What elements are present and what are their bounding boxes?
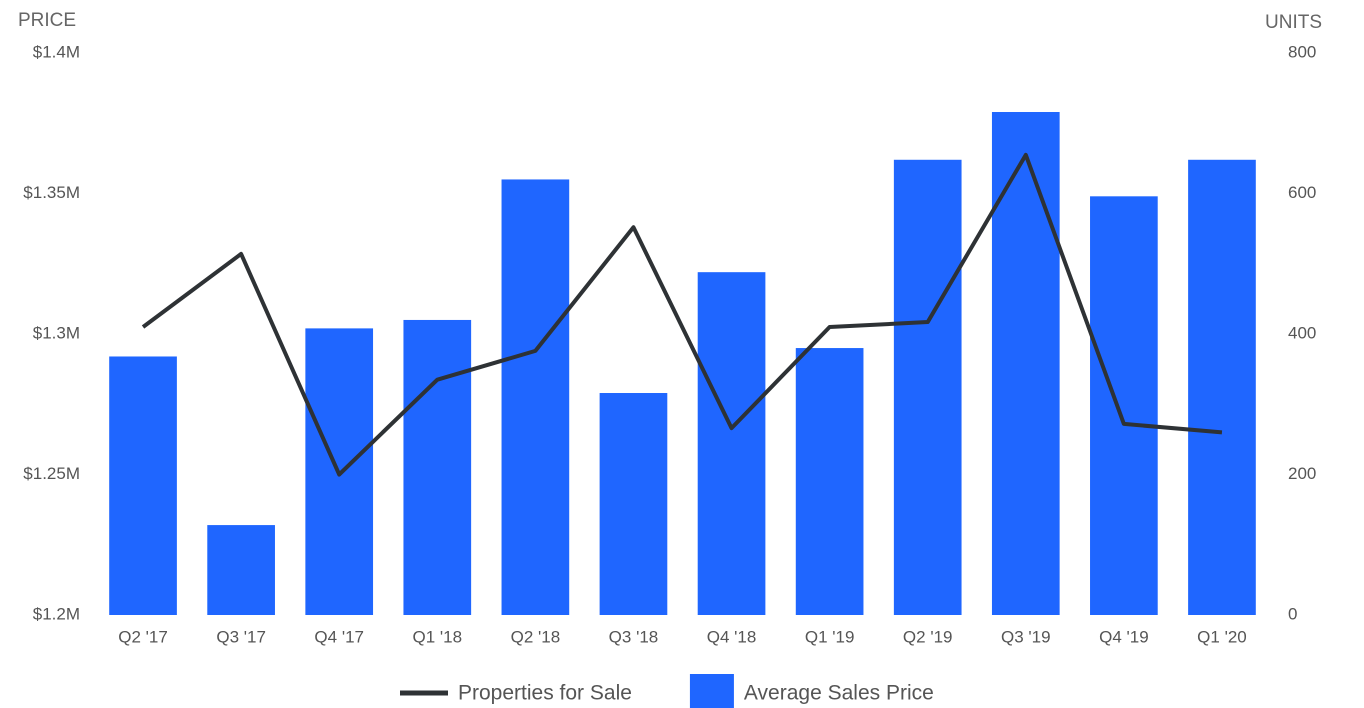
y2-tick-label: 400 — [1288, 323, 1316, 342]
legend-label: Average Sales Price — [744, 682, 934, 705]
x-tick-label: Q2 '18 — [511, 627, 561, 646]
bar — [893, 159, 962, 615]
bar — [501, 179, 570, 615]
x-tick-label: Q2 '19 — [903, 627, 953, 646]
bar — [1188, 159, 1256, 615]
y-tick-label: $1.25M — [23, 464, 80, 483]
x-tick-label: Q1 '20 — [1197, 627, 1247, 646]
bar — [207, 525, 275, 615]
y2-tick-label: 0 — [1288, 604, 1297, 623]
bar — [991, 112, 1060, 615]
bar — [697, 272, 766, 615]
x-tick-label: Q4 '18 — [707, 627, 757, 646]
y2-tick-label: 800 — [1288, 42, 1316, 61]
x-tick-label: Q4 '17 — [314, 627, 364, 646]
y2-tick-label: 200 — [1288, 464, 1316, 483]
bar — [109, 356, 177, 615]
bar — [403, 319, 472, 615]
x-tick-label: Q3 '17 — [216, 627, 266, 646]
line — [141, 152, 1223, 477]
x-tick-label: Q1 '19 — [805, 627, 855, 646]
legend-label: Properties for Sale — [458, 682, 632, 705]
legend-swatch — [689, 674, 734, 708]
bar — [795, 348, 864, 615]
y2-axis-title: UNITS — [1265, 12, 1322, 33]
bar — [599, 393, 668, 615]
y-axis-title: PRICE — [18, 10, 76, 31]
y-tick-label: $1.2M — [33, 604, 80, 623]
y-tick-label: $1.3M — [33, 323, 80, 342]
x-tick-label: Q1 '18 — [413, 627, 463, 646]
x-tick-label: Q4 '19 — [1099, 627, 1149, 646]
y2-tick-label: 600 — [1288, 183, 1316, 202]
x-tick-label: Q3 '19 — [1001, 627, 1051, 646]
x-tick-label: Q3 '18 — [609, 627, 659, 646]
bar — [1090, 196, 1158, 615]
x-tick-label: Q2 '17 — [118, 627, 168, 646]
y-tick-label: $1.4M — [33, 42, 80, 61]
y-tick-label: $1.35M — [23, 183, 80, 202]
